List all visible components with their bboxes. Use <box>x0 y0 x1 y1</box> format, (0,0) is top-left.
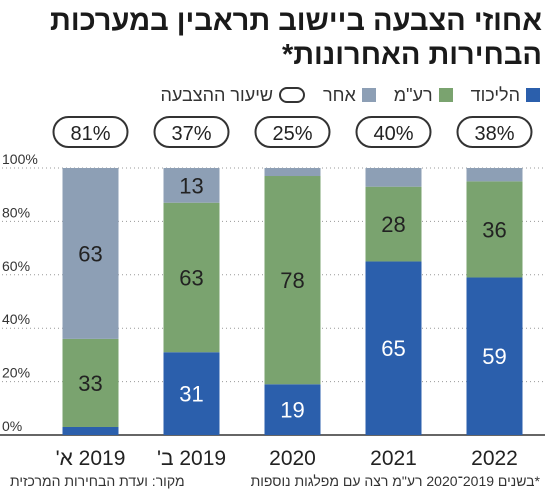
legend-label-turnout: שיעור ההצבעה <box>160 84 274 105</box>
bar-segment <box>365 168 422 187</box>
data-label: 63 <box>179 265 203 290</box>
turnout-oval <box>153 116 230 148</box>
legend-label-other: אחר <box>323 84 356 105</box>
legend-swatch-raam <box>438 88 453 102</box>
y-tick-label: 40% <box>2 311 30 327</box>
y-tick-label: 100% <box>2 151 38 167</box>
turnout-oval <box>355 116 432 148</box>
legend-item-turnout: שיעור ההצבעה <box>161 85 306 106</box>
turnout-label: 25% <box>272 123 312 145</box>
data-label: 13 <box>179 173 203 198</box>
data-label: 63 <box>78 241 102 266</box>
y-tick-label: 60% <box>2 258 30 274</box>
bar-segment <box>163 352 220 435</box>
bar-segment <box>264 384 321 435</box>
legend: הליכוד רע"מ אחר שיעור ההצבעה <box>10 82 540 108</box>
bar-segment <box>163 168 220 203</box>
turnout-label: 40% <box>373 123 413 145</box>
x-tick-label: 2019 א' <box>56 447 126 470</box>
data-label: 78 <box>280 268 304 293</box>
bar-segment <box>466 181 523 278</box>
legend-label-likud: הליכוד <box>470 84 520 105</box>
bar-segment <box>264 168 321 177</box>
bar-segment <box>62 168 119 339</box>
data-label: 28 <box>381 212 405 237</box>
y-tick-label: 0% <box>2 418 22 434</box>
turnout-oval <box>254 116 331 148</box>
source-note: מקור: ועדת הבחירות המרכזית <box>10 473 185 489</box>
bar-segment <box>466 168 523 182</box>
footnote: *בשנים 2019־2020 רע"מ רצה עם מפלגות נוספ… <box>250 473 540 489</box>
legend-swatch-likud <box>526 88 540 102</box>
turnout-label: 81% <box>70 123 110 145</box>
bar-segment <box>365 186 422 262</box>
data-label: 33 <box>78 371 102 396</box>
legend-item-likud: הליכוד <box>471 85 540 106</box>
bar-segment <box>62 338 119 427</box>
turnout-label: 38% <box>474 123 514 145</box>
turnout-oval <box>52 116 129 148</box>
legend-oval-icon <box>279 87 306 103</box>
bar-segment <box>163 202 220 353</box>
bar-segment <box>62 426 119 435</box>
data-label: 19 <box>280 398 304 423</box>
legend-swatch-other <box>361 88 376 102</box>
data-label: 59 <box>482 344 506 369</box>
bar-segment <box>365 261 422 435</box>
data-label: 65 <box>381 336 405 361</box>
legend-item-raam: רע"מ <box>394 85 453 106</box>
bar-segment <box>264 176 321 385</box>
turnout-oval <box>456 116 533 148</box>
turnout-label: 37% <box>171 123 211 145</box>
y-tick-label: 80% <box>2 204 30 220</box>
data-label: 36 <box>482 217 506 242</box>
bar-segment <box>466 277 523 435</box>
legend-label-raam: רע"מ <box>393 84 433 105</box>
data-label: 31 <box>179 382 203 407</box>
x-tick-label: 2020 <box>269 447 316 470</box>
chart-title: אחוזי הצבעה ביישוב תראבין במערכות הבחירו… <box>50 5 542 71</box>
y-tick-label: 20% <box>2 365 30 381</box>
legend-item-other: אחר <box>323 85 376 106</box>
x-tick-label: 2022 <box>471 447 518 470</box>
x-tick-label: 2021 <box>370 447 417 470</box>
x-tick-label: 2019 ב' <box>157 447 226 470</box>
